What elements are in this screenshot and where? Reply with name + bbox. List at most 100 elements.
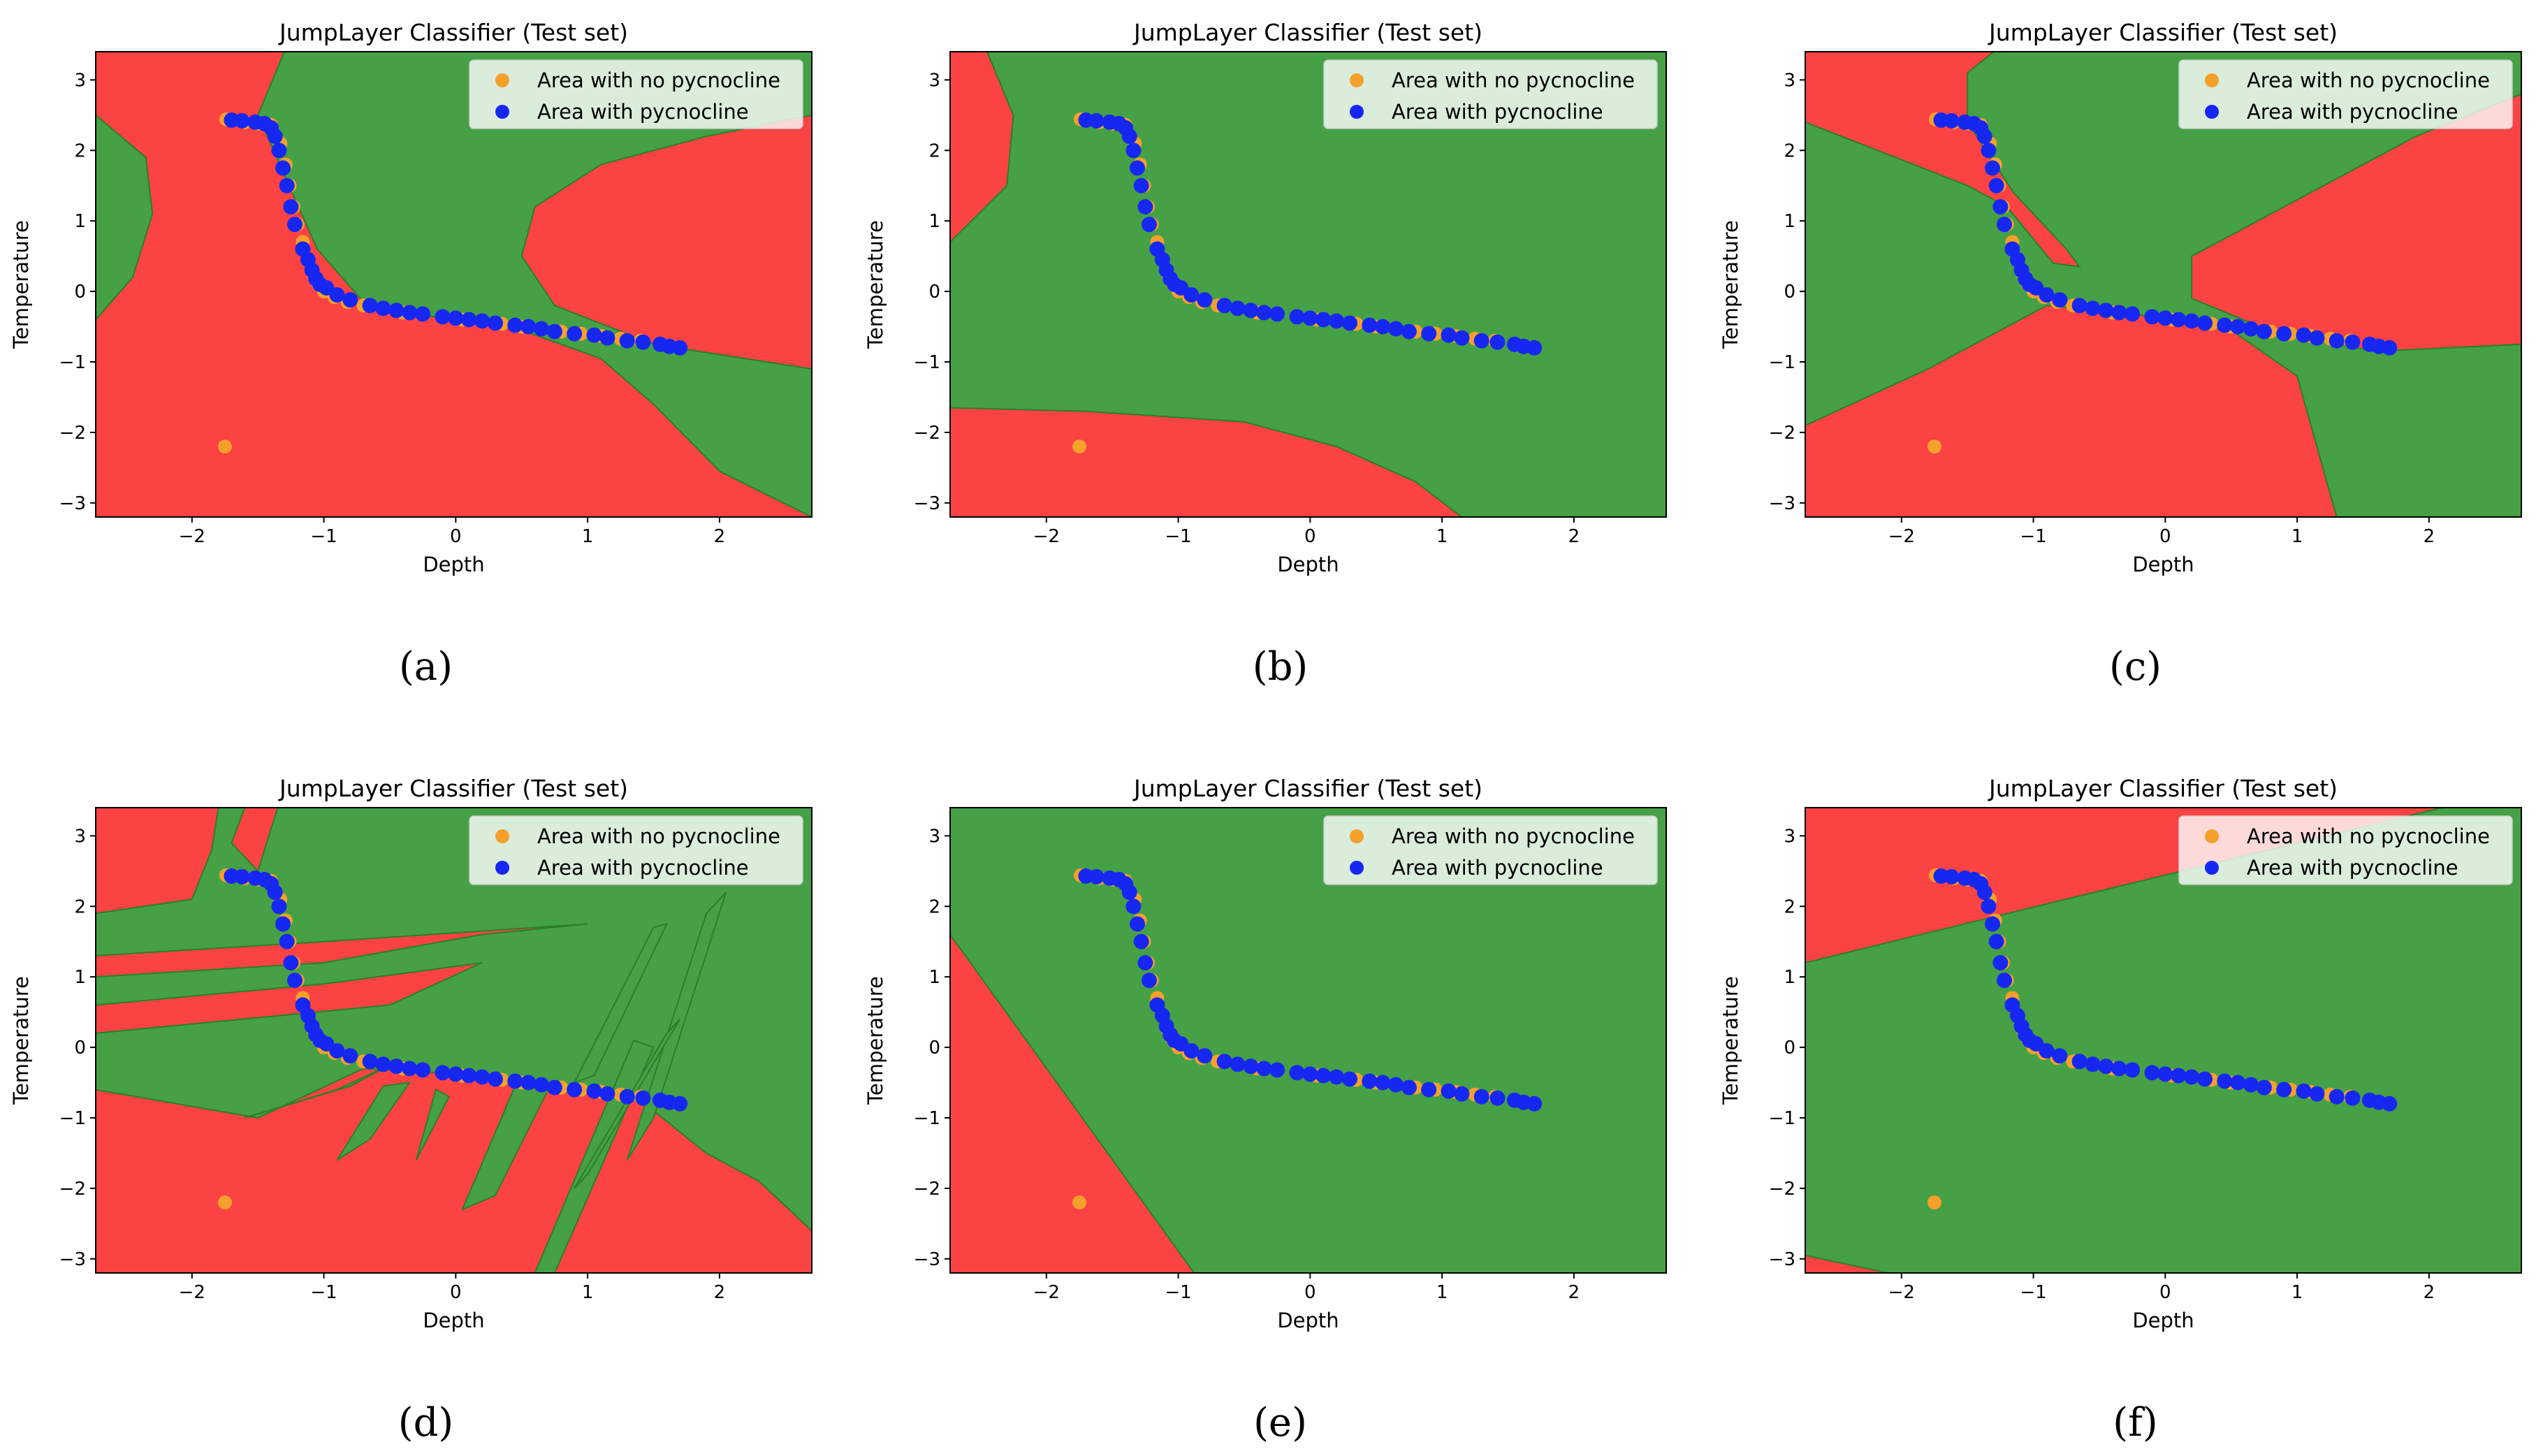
chart-panel-f: −2 −1 0 1 2 −3 −2 −1 0 1 2 3 JumpLayer Classifier (T… [1719, 775, 2522, 1446]
point-pycnocline [2052, 1048, 2068, 1064]
point-pycnocline [1489, 1090, 1506, 1106]
y-tick-label: −3 [59, 1249, 86, 1270]
point-pycnocline [1121, 129, 1137, 145]
point-pycnocline [1473, 333, 1489, 349]
point-pycnocline [1342, 315, 1357, 331]
point-pycnocline [1137, 955, 1153, 970]
point-pycnocline [2039, 1043, 2055, 1059]
point-pycnocline [2184, 1069, 2200, 1085]
point-pycnocline [672, 340, 688, 356]
panel-label: (b) [1253, 644, 1309, 690]
chart-panel-d: −2 −1 0 1 2 −3 −2 −1 0 1 2 3 JumpLayer Classifier (T… [9, 775, 812, 1446]
x-tick-label: 2 [2424, 1282, 2435, 1303]
legend-marker [1350, 73, 1364, 87]
plot-area [96, 52, 812, 517]
point-pycnocline [388, 303, 405, 319]
x-axis-label: Depth [423, 553, 484, 576]
point-pycnocline [435, 1065, 451, 1081]
x-tick-label: 2 [714, 1282, 726, 1303]
y-tick-label: 1 [74, 211, 86, 232]
point-pycnocline [279, 933, 295, 949]
x-tick-label: −2 [179, 526, 205, 547]
point-pycnocline [2184, 313, 2200, 329]
y-tick-label: 0 [928, 282, 940, 303]
point-pycnocline [1243, 303, 1259, 319]
y-tick-label: 0 [1784, 1038, 1795, 1058]
x-tick-label: −1 [1165, 526, 1191, 547]
point-pycnocline [2217, 1073, 2233, 1089]
panel-label: (d) [398, 1400, 454, 1446]
point-pycnocline [520, 319, 537, 335]
point-pycnocline [599, 330, 615, 346]
legend-marker [495, 105, 509, 119]
y-tick-label: −2 [59, 1179, 86, 1200]
x-axis-label: Depth [423, 1309, 484, 1332]
legend-label: Area with pycnocline [537, 100, 749, 124]
point-pycnocline [1137, 199, 1153, 214]
point-pycnocline [1088, 112, 1105, 129]
x-tick-label: −1 [2020, 526, 2046, 547]
point-pycnocline [1985, 916, 2000, 932]
legend-label: Area with pycnocline [537, 856, 749, 880]
point-pycnocline [234, 112, 250, 129]
point-pycnocline [2197, 315, 2213, 331]
point-pycnocline [2144, 309, 2160, 325]
point-pycnocline [388, 1058, 405, 1075]
chart-title: JumpLayer Classifier (Test set) [1988, 775, 2338, 802]
point-pycnocline [2052, 292, 2068, 308]
point-pycnocline [342, 292, 358, 308]
legend-label: Area with pycnocline [2247, 856, 2458, 880]
point-pycnocline [415, 306, 431, 322]
point-pycnocline [586, 327, 602, 343]
x-tick-label: 1 [582, 526, 594, 547]
y-tick-label: −3 [1769, 493, 1795, 514]
point-pycnocline [2309, 1086, 2325, 1102]
point-pycnocline [1316, 1068, 1332, 1084]
point-pycnocline [2329, 1089, 2345, 1105]
point-pycnocline [1981, 898, 1997, 915]
decision-region-no-pycnocline [950, 407, 1464, 517]
point-pycnocline [520, 1075, 537, 1091]
x-axis-label: Depth [2132, 553, 2194, 576]
y-tick-label: −2 [1769, 1179, 1795, 1200]
chart-panel-c: −2 −1 0 1 2 −3 −2 −1 0 1 2 3 JumpLayer Classifier (T… [1719, 19, 2522, 690]
x-tick-label: 1 [1436, 526, 1448, 547]
point-pycnocline [2111, 305, 2127, 321]
x-tick-label: −1 [2020, 1282, 2046, 1303]
point-pycnocline [402, 305, 418, 321]
point-pycnocline [279, 177, 295, 194]
point-pycnocline [1121, 884, 1137, 901]
point-pycnocline [1421, 1082, 1437, 1098]
point-pycnocline [448, 1066, 464, 1082]
y-tick-label: −3 [914, 493, 940, 514]
chart-title: JumpLayer Classifier (Test set) [1132, 775, 1482, 802]
point-pycnocline [507, 317, 523, 333]
x-tick-label: 1 [582, 1282, 594, 1303]
point-pycnocline [567, 326, 583, 342]
point-pycnocline [2098, 303, 2114, 319]
point-pycnocline [1197, 1048, 1213, 1064]
point-pycnocline [1976, 129, 1992, 145]
x-tick-label: 2 [1568, 526, 1580, 547]
x-tick-label: 2 [714, 526, 726, 547]
point-pycnocline [375, 1056, 391, 1072]
point-pycnocline [1142, 217, 1157, 233]
decision-region-pycnocline-island [415, 1089, 451, 1160]
point-pycnocline [1216, 1054, 1232, 1070]
point-pycnocline [1329, 1069, 1345, 1085]
point-pycnocline [461, 1068, 477, 1084]
point-pycnocline [1302, 1066, 1318, 1082]
legend-marker [495, 829, 509, 843]
point-pycnocline [2157, 1066, 2173, 1082]
plot-area [950, 808, 1666, 1273]
point-pycnocline [1992, 199, 2009, 214]
y-axis-label: Temperature [9, 220, 33, 349]
point-pycnocline [362, 298, 378, 314]
legend: Area with no pycnocline Area with pycnocl… [469, 59, 803, 129]
point-pycnocline [1302, 310, 1318, 326]
y-tick-label: −1 [914, 1108, 940, 1129]
point-pycnocline [2382, 1095, 2398, 1112]
point-pycnocline [1269, 306, 1285, 322]
point-pycnocline [1269, 1062, 1285, 1078]
point-pycnocline [546, 1079, 562, 1095]
